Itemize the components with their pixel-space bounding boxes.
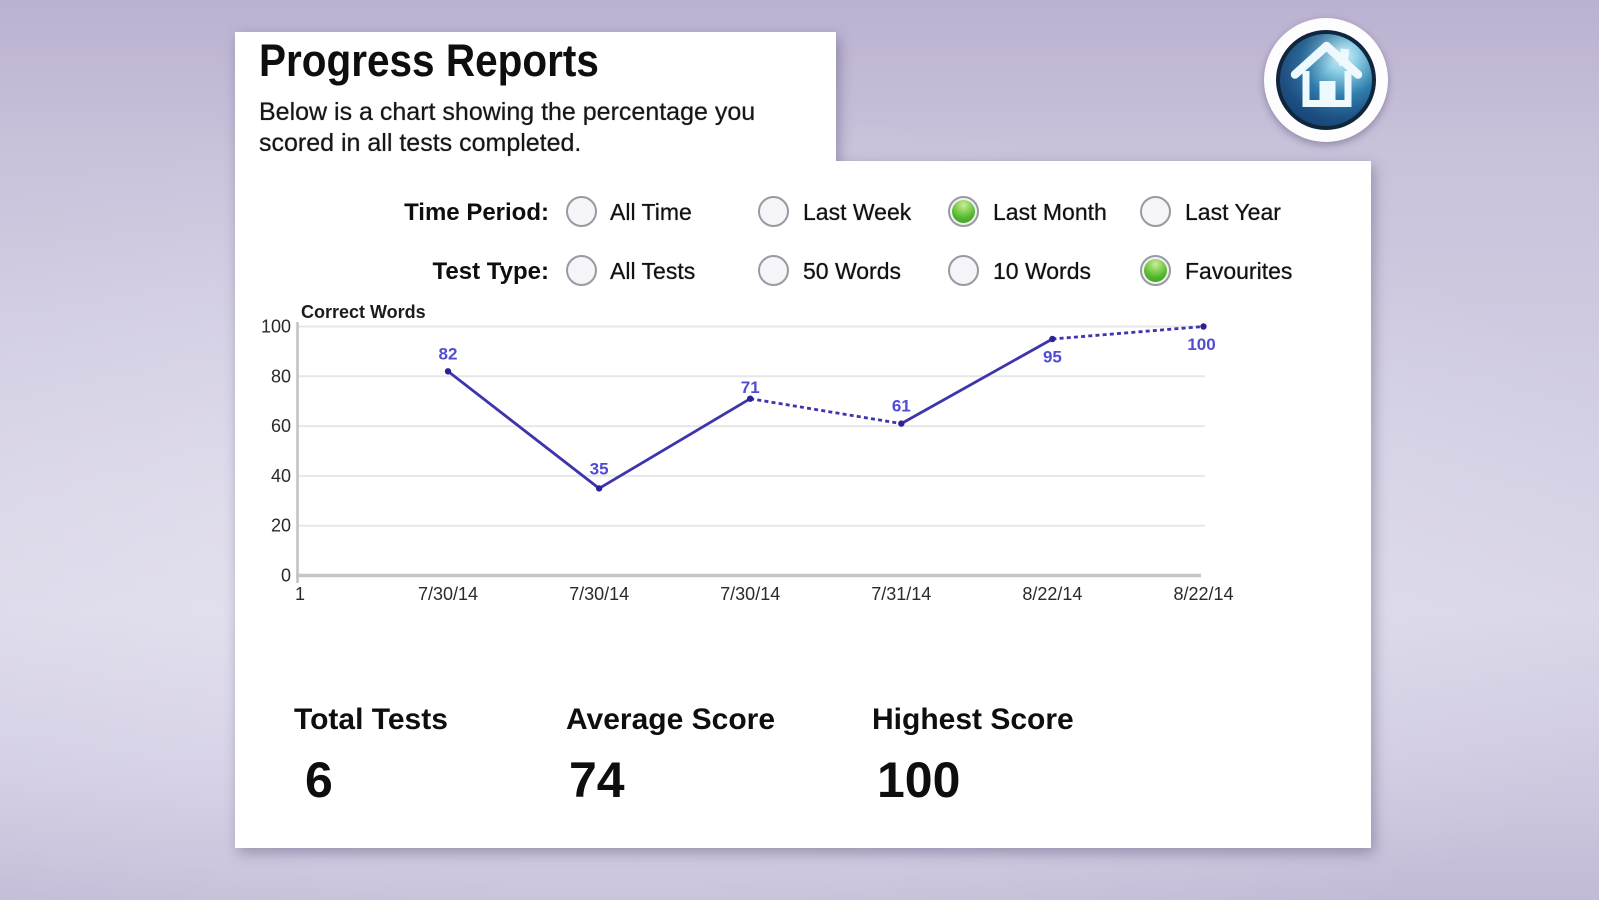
svg-text:1: 1 <box>295 584 305 604</box>
svg-text:Correct Words: Correct Words <box>301 302 426 322</box>
svg-text:82: 82 <box>439 344 458 363</box>
svg-text:100: 100 <box>261 317 291 337</box>
svg-text:61: 61 <box>892 397 911 416</box>
svg-text:8/22/14: 8/22/14 <box>1173 584 1233 604</box>
svg-text:95: 95 <box>1043 348 1062 367</box>
svg-text:8/22/14: 8/22/14 <box>1022 584 1082 604</box>
svg-text:71: 71 <box>741 378 760 397</box>
svg-text:7/30/14: 7/30/14 <box>569 584 629 604</box>
svg-text:7/30/14: 7/30/14 <box>720 584 780 604</box>
svg-text:100: 100 <box>1187 335 1215 354</box>
svg-text:0: 0 <box>281 566 291 586</box>
svg-text:35: 35 <box>590 459 609 478</box>
svg-text:60: 60 <box>271 416 291 436</box>
svg-text:7/30/14: 7/30/14 <box>418 584 478 604</box>
svg-text:80: 80 <box>271 366 291 386</box>
svg-text:7/31/14: 7/31/14 <box>871 584 931 604</box>
svg-text:40: 40 <box>271 466 291 486</box>
svg-text:20: 20 <box>271 516 291 536</box>
